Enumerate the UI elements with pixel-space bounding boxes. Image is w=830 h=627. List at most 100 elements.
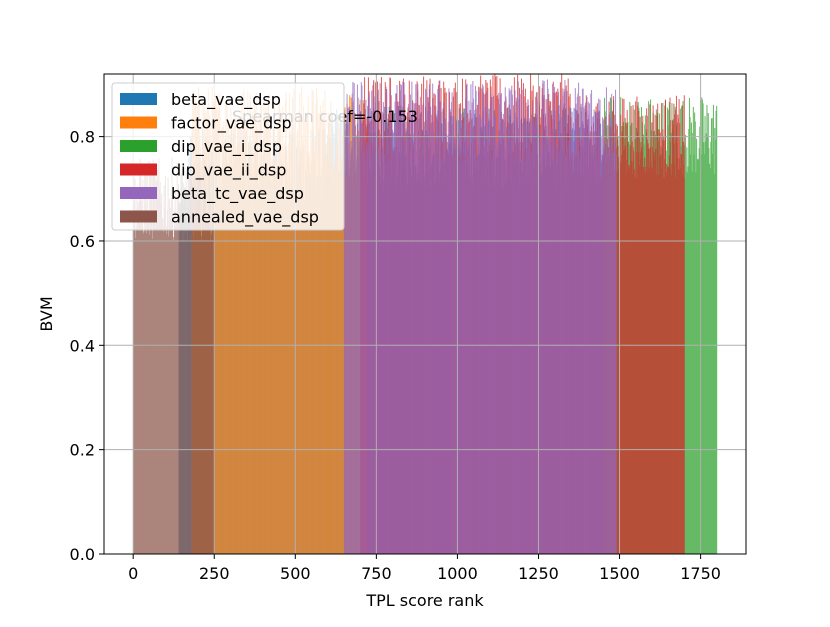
bar <box>320 110 322 554</box>
bar <box>442 121 444 554</box>
bar <box>479 124 481 554</box>
y-tick-label: 0.8 <box>70 128 95 147</box>
bar <box>458 156 460 554</box>
bar <box>263 97 265 555</box>
bar <box>659 132 661 554</box>
bar <box>229 134 231 554</box>
bar <box>306 151 308 554</box>
bar <box>331 145 333 554</box>
x-tick-label: 500 <box>280 564 311 583</box>
bar <box>531 152 533 555</box>
bar <box>502 124 504 555</box>
bar <box>270 123 272 554</box>
bar <box>668 155 670 555</box>
bar <box>413 102 415 554</box>
bar <box>455 155 457 554</box>
bar <box>273 150 275 554</box>
bar <box>559 99 561 554</box>
bar <box>659 156 661 554</box>
bar <box>389 159 391 554</box>
bar <box>304 118 306 555</box>
bar <box>657 174 659 555</box>
bar <box>316 88 318 554</box>
bar <box>272 128 274 554</box>
bar <box>260 107 262 554</box>
bar <box>169 218 171 554</box>
bar <box>703 142 705 554</box>
bar <box>154 170 156 554</box>
bar <box>246 165 248 555</box>
bar <box>168 198 170 554</box>
bar <box>655 174 657 554</box>
bar <box>600 137 602 554</box>
bar <box>224 158 226 554</box>
bar <box>555 147 558 554</box>
bar <box>646 115 648 554</box>
bar <box>198 182 200 554</box>
bar <box>171 157 173 555</box>
bar <box>353 100 355 555</box>
bar <box>326 154 328 554</box>
bar <box>505 96 507 555</box>
bar <box>303 105 305 554</box>
bar <box>187 177 189 554</box>
y-tick-label: 0.0 <box>70 545 95 564</box>
bar <box>265 107 267 554</box>
bar <box>540 134 542 554</box>
bar <box>554 86 556 554</box>
bar <box>651 122 653 554</box>
bar <box>312 91 314 554</box>
bar <box>354 125 357 555</box>
bar <box>452 116 454 555</box>
bar <box>682 141 684 555</box>
bar <box>670 120 672 554</box>
bar <box>346 94 348 554</box>
bar <box>240 143 242 554</box>
bar <box>516 134 518 554</box>
bar <box>570 124 572 554</box>
bar <box>629 167 631 554</box>
bar <box>165 226 167 554</box>
bar <box>302 143 304 554</box>
bar <box>576 152 578 554</box>
bar <box>291 114 293 555</box>
bar <box>487 123 489 555</box>
bar <box>547 88 549 554</box>
bar <box>714 139 716 554</box>
bar <box>513 120 515 554</box>
bar <box>611 93 613 554</box>
bar <box>519 98 521 555</box>
bar <box>177 208 179 555</box>
bar <box>685 134 687 554</box>
bar <box>483 94 485 555</box>
bar <box>450 138 452 555</box>
bar <box>347 108 349 554</box>
bar <box>163 185 165 554</box>
x-tick-label: 0 <box>128 564 138 583</box>
bar <box>452 124 454 554</box>
bar <box>603 143 606 554</box>
bar <box>625 122 627 554</box>
bar <box>669 97 671 554</box>
bar <box>639 164 641 554</box>
bar <box>563 91 565 555</box>
bar <box>172 239 174 555</box>
bar <box>217 93 219 555</box>
bar <box>404 141 406 554</box>
bar <box>344 123 346 554</box>
bar <box>567 140 569 554</box>
bar <box>327 164 329 555</box>
bar <box>567 148 569 554</box>
bar <box>633 169 635 554</box>
bar <box>490 93 492 554</box>
bar <box>381 151 383 554</box>
bar <box>271 159 274 554</box>
bar <box>615 89 617 555</box>
bar <box>328 168 330 554</box>
bar <box>638 111 640 554</box>
bar <box>151 238 154 554</box>
bar <box>393 149 395 554</box>
bar <box>195 199 197 554</box>
bar <box>269 165 271 554</box>
bar <box>199 175 202 554</box>
